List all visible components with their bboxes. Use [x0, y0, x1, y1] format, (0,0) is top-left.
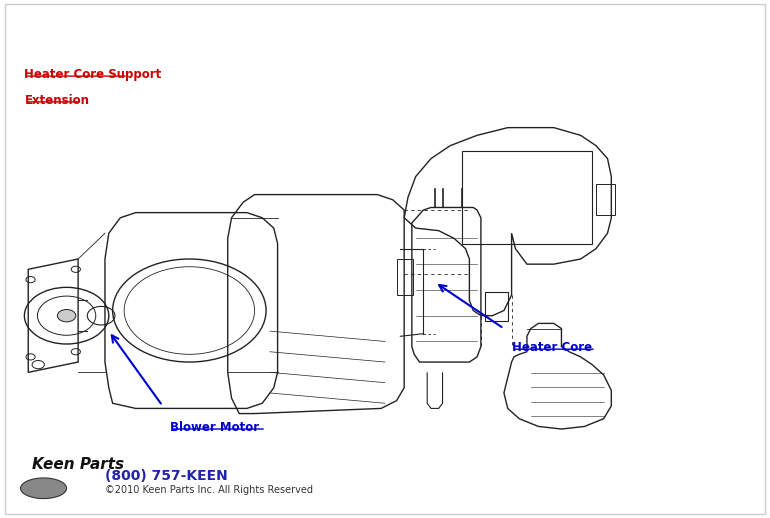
Text: Blower Motor: Blower Motor: [170, 421, 259, 434]
Ellipse shape: [21, 478, 66, 499]
Text: (800) 757-KEEN: (800) 757-KEEN: [105, 469, 228, 483]
Text: Heater Core: Heater Core: [511, 341, 591, 354]
Text: Extension: Extension: [25, 94, 89, 107]
Bar: [596, 184, 615, 215]
Text: Keen Parts: Keen Parts: [32, 457, 124, 472]
Circle shape: [58, 309, 75, 322]
Text: Heater Core Support: Heater Core Support: [25, 68, 162, 81]
Bar: [485, 293, 507, 321]
Text: ©2010 Keen Parts Inc. All Rights Reserved: ©2010 Keen Parts Inc. All Rights Reserve…: [105, 485, 313, 495]
Bar: [397, 259, 413, 295]
Bar: [462, 151, 592, 243]
